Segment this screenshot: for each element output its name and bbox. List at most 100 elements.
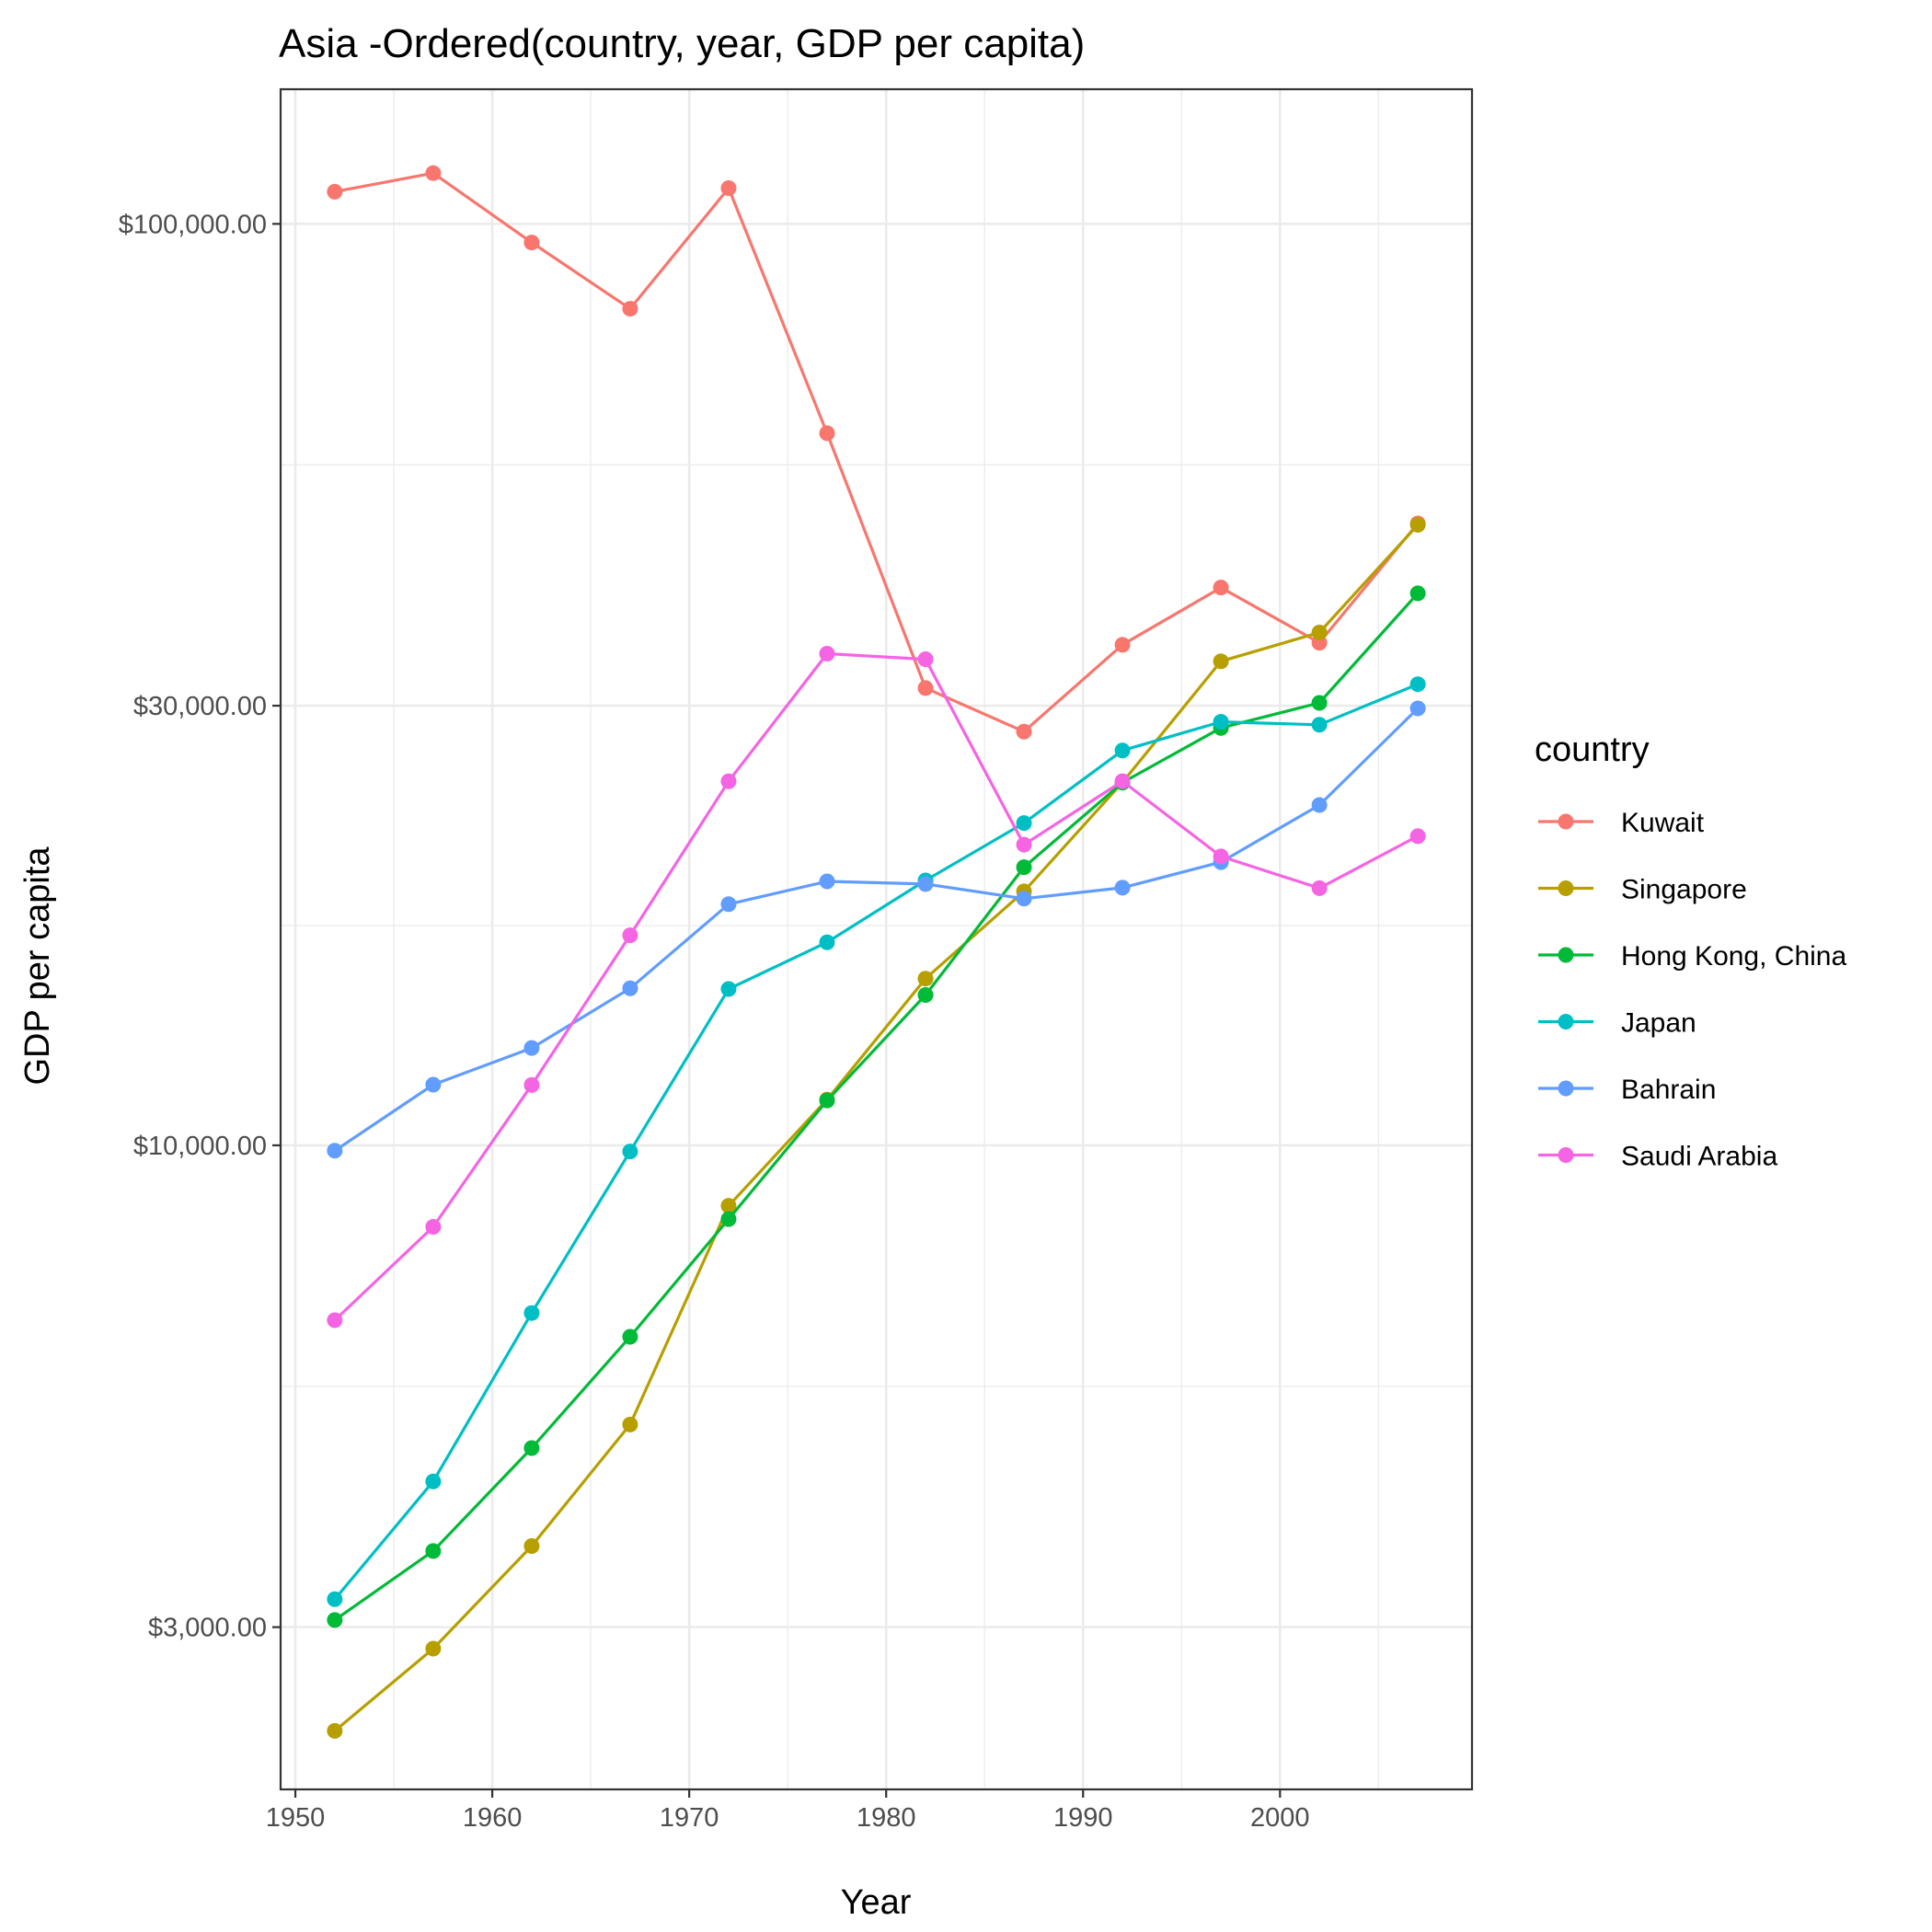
data-point-saudi-arabia xyxy=(622,927,638,944)
data-point-saudi-arabia xyxy=(1213,848,1229,865)
data-point-saudi-arabia xyxy=(327,1312,343,1328)
data-point-hong-kong-china xyxy=(819,1092,835,1109)
data-point-singapore xyxy=(720,1198,737,1214)
data-point-kuwait xyxy=(425,165,442,181)
data-point-bahrain xyxy=(425,1076,442,1093)
x-tick-label: 2000 xyxy=(1250,1803,1310,1833)
series-singapore xyxy=(327,516,1426,1739)
data-point-kuwait xyxy=(819,425,835,442)
data-point-kuwait xyxy=(1016,723,1032,740)
data-point-singapore xyxy=(327,1722,343,1739)
legend-title: country xyxy=(1535,730,1650,769)
legend-label: Bahrain xyxy=(1621,1075,1716,1105)
data-point-japan xyxy=(425,1473,442,1489)
data-point-singapore xyxy=(622,1416,638,1432)
data-point-japan xyxy=(622,1144,638,1160)
series-line-saudi-arabia xyxy=(333,651,1419,1322)
panel-border xyxy=(279,87,1474,1791)
x-tick-label: 1950 xyxy=(266,1803,326,1833)
series-layer xyxy=(327,165,1426,1739)
x-tick-label: 1990 xyxy=(1053,1803,1113,1833)
y-axis: $3,000.00 $10,000.00 $30,000.00 $100,000.00 xyxy=(119,210,281,1643)
legend-item-hong-kong-china: Hong Kong, China xyxy=(1538,941,1846,972)
data-point-singapore xyxy=(1213,653,1229,670)
plot-panel xyxy=(279,87,1474,1791)
legend-label: Singapore xyxy=(1621,875,1747,905)
data-point-japan xyxy=(720,981,737,997)
y-axis-title: GDP per capita xyxy=(18,846,57,1086)
data-point-bahrain xyxy=(622,980,638,996)
data-point-hong-kong-china xyxy=(1016,859,1032,876)
series-saudi-arabia xyxy=(327,645,1426,1328)
data-point-japan xyxy=(327,1591,343,1607)
data-point-singapore xyxy=(425,1640,442,1657)
x-tick-label: 1960 xyxy=(463,1803,523,1833)
data-point-japan xyxy=(1016,815,1032,832)
y-tick-label: $30,000.00 xyxy=(133,692,267,721)
series-line-japan xyxy=(333,683,1419,1601)
series-kuwait xyxy=(327,165,1426,740)
legend-item-singapore: Singapore xyxy=(1538,875,1747,905)
data-point-bahrain xyxy=(917,876,934,892)
data-point-kuwait xyxy=(523,235,540,251)
data-point-kuwait xyxy=(720,179,737,196)
legend-item-saudi-arabia: Saudi Arabia xyxy=(1538,1142,1777,1172)
legend-item-bahrain: Bahrain xyxy=(1538,1075,1716,1105)
x-tick-label: 1980 xyxy=(857,1803,916,1833)
legend-item-kuwait: Kuwait xyxy=(1538,808,1705,838)
legend-label: Saudi Arabia xyxy=(1621,1142,1777,1172)
major-gridlines xyxy=(281,89,1472,1789)
data-point-kuwait xyxy=(327,183,343,200)
data-point-saudi-arabia xyxy=(917,651,934,668)
data-point-kuwait xyxy=(1114,637,1131,653)
data-point-bahrain xyxy=(523,1040,540,1056)
data-point-bahrain xyxy=(1016,891,1032,907)
panel-background xyxy=(281,89,1472,1789)
legend-key-point xyxy=(1558,1080,1574,1097)
legend-key-point xyxy=(1558,1147,1574,1163)
data-point-saudi-arabia xyxy=(720,773,737,789)
y-tick-label: $10,000.00 xyxy=(133,1132,267,1161)
data-point-singapore xyxy=(917,971,934,987)
data-point-kuwait xyxy=(622,301,638,317)
legend: country Kuwait Singapore Hong Kong, China J… xyxy=(1535,730,1846,1172)
data-point-hong-kong-china xyxy=(917,986,934,1003)
data-point-hong-kong-china xyxy=(720,1211,737,1227)
legend-key-point xyxy=(1558,947,1574,963)
legend-key-point xyxy=(1558,880,1574,896)
data-point-kuwait xyxy=(917,680,934,696)
x-tick-label: 1970 xyxy=(660,1803,719,1833)
data-point-hong-kong-china xyxy=(1311,695,1328,711)
data-point-bahrain xyxy=(1114,880,1131,896)
series-line-bahrain xyxy=(334,707,1420,1153)
data-point-bahrain xyxy=(819,873,835,890)
x-axis: 1950 1960 1970 1980 1990 2000 xyxy=(266,1789,1310,1833)
data-point-japan xyxy=(523,1305,540,1321)
data-point-saudi-arabia xyxy=(819,645,835,661)
legend-label: Kuwait xyxy=(1621,808,1705,838)
legend-key-point xyxy=(1558,1014,1574,1029)
x-axis-title: Year xyxy=(841,1883,912,1922)
data-point-hong-kong-china xyxy=(622,1328,638,1345)
data-point-bahrain xyxy=(1409,700,1426,717)
data-point-kuwait xyxy=(1213,580,1229,596)
data-point-saudi-arabia xyxy=(425,1219,442,1236)
data-point-japan xyxy=(1213,714,1229,730)
data-point-japan xyxy=(1409,676,1426,693)
data-point-hong-kong-china xyxy=(425,1543,442,1559)
data-point-saudi-arabia xyxy=(1114,773,1131,789)
chart-title: Asia -Ordered(country, year, GDP per cap… xyxy=(279,21,1085,66)
legend-label: Japan xyxy=(1621,1008,1696,1039)
data-point-saudi-arabia xyxy=(1409,828,1426,845)
data-point-saudi-arabia xyxy=(523,1076,540,1093)
y-tick-label: $3,000.00 xyxy=(148,1614,267,1643)
data-point-singapore xyxy=(523,1537,540,1554)
legend-label: Hong Kong, China xyxy=(1621,941,1846,972)
data-point-singapore xyxy=(1311,624,1328,640)
data-point-japan xyxy=(1114,742,1131,759)
data-point-japan xyxy=(819,934,835,950)
series-line-singapore xyxy=(333,523,1420,1732)
data-point-saudi-arabia xyxy=(1016,836,1032,853)
data-point-saudi-arabia xyxy=(1311,880,1328,896)
